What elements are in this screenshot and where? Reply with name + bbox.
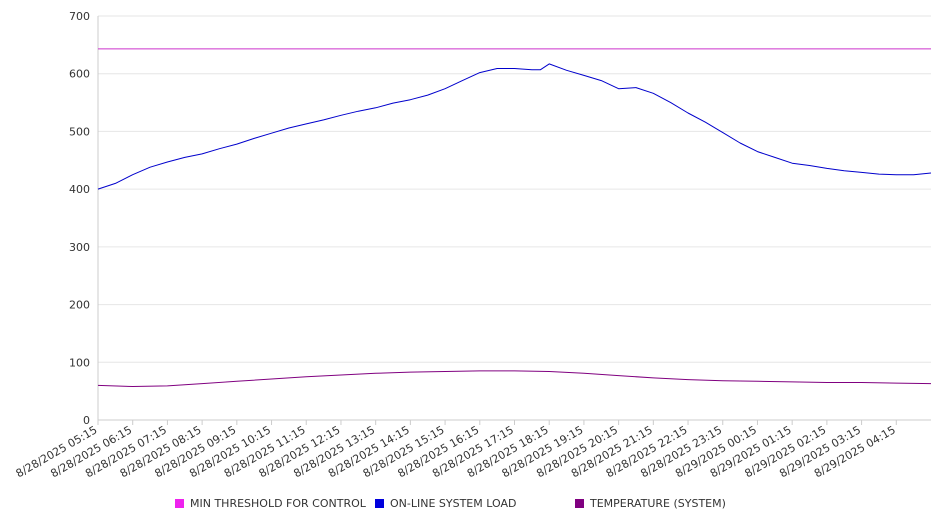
series-lines <box>97 48 932 387</box>
y-tick-label: 100 <box>69 356 90 369</box>
series-line-temperature <box>97 370 932 387</box>
y-tick-label: 300 <box>69 241 90 254</box>
legend-swatch-min-threshold <box>175 499 184 508</box>
y-tick-label: 500 <box>69 125 90 138</box>
line-chart: 0 100 200 300 400 500 600 700 8/28/2025 05:158/… <box>14 10 932 480</box>
y-tick-label: 400 <box>69 183 90 196</box>
legend-item-min-threshold[interactable]: MIN THRESHOLD FOR CONTROL <box>175 497 366 510</box>
legend-swatch-temperature <box>575 499 584 508</box>
legend: MIN THRESHOLD FOR CONTROL ON-LINE SYSTEM… <box>0 497 946 515</box>
y-tick-label: 600 <box>69 68 90 81</box>
y-tick-labels: 0 100 200 300 400 500 600 700 <box>69 10 90 427</box>
y-tick-label: 700 <box>69 10 90 23</box>
legend-swatch-system-load <box>375 499 384 508</box>
x-tick-labels: 8/28/2025 05:158/28/2025 06:158/28/2025 … <box>14 423 898 480</box>
legend-label-system-load: ON-LINE SYSTEM LOAD <box>390 497 517 510</box>
legend-item-temperature[interactable]: TEMPERATURE (SYSTEM) <box>575 497 726 510</box>
axes <box>97 16 931 425</box>
legend-item-system-load[interactable]: ON-LINE SYSTEM LOAD <box>375 497 516 510</box>
y-tick-label: 200 <box>69 299 90 312</box>
grid-lines <box>98 15 931 363</box>
legend-label-temperature: TEMPERATURE (SYSTEM) <box>590 497 726 510</box>
series-line-system-load <box>97 63 932 190</box>
y-tick-label: 0 <box>83 414 90 427</box>
legend-label-min-threshold: MIN THRESHOLD FOR CONTROL <box>190 497 366 510</box>
